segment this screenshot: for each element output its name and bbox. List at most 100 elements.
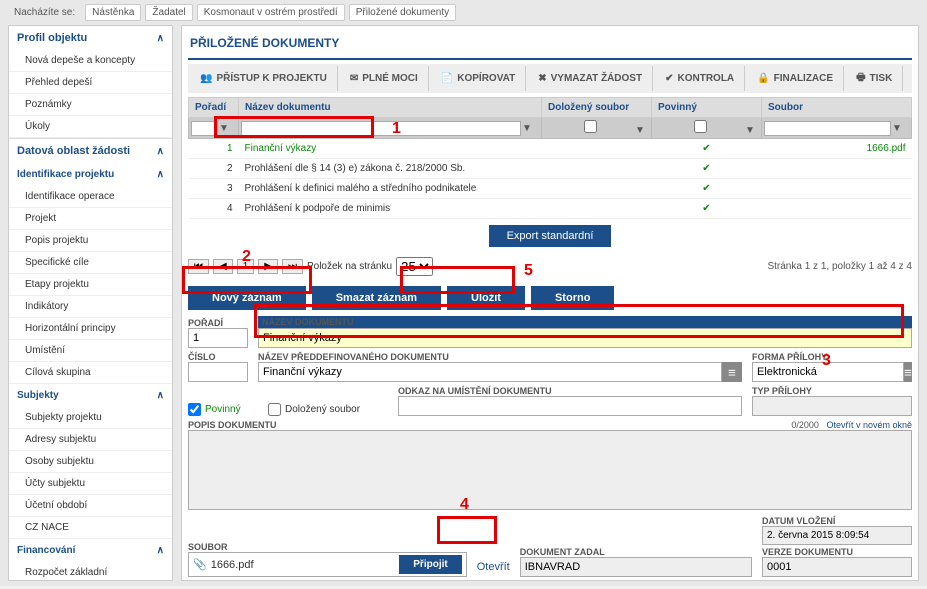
file-name: 1666.pdf [211,559,396,571]
label-odkaz: ODKAZ NA UMÍSTĚNÍ DOKUMENTU [398,386,742,396]
sidebar-item[interactable]: Poznámky [9,94,172,116]
col-poradi[interactable]: Pořadí [189,98,239,118]
sidebar-item[interactable]: Identifikace operace [9,186,172,208]
new-button[interactable]: Nový záznam [188,286,306,310]
table-row[interactable]: 1Finanční výkazy✔1666.pdf [189,139,912,159]
sidebar-item[interactable]: Nová depeše a koncepty [9,50,172,72]
toolbar-delete[interactable]: ✖VYMAZAT ŽÁDOST [528,66,653,91]
sidebar-item[interactable]: Projekt [9,208,172,230]
funnel-icon[interactable]: ▼ [521,123,533,134]
print-icon: 🖶 [856,70,865,87]
sidebar-item[interactable]: Popis projektu [9,230,172,252]
toolbar-print[interactable]: 🖶TISK [846,66,903,91]
lookup-predef-button[interactable]: ≡ [722,362,742,382]
pager-last[interactable]: ⏭ [282,259,303,274]
cancel-button[interactable]: Storno [531,286,614,310]
sidebar-header-subjekty[interactable]: Subjekty∧ [9,384,172,407]
sidebar-item[interactable]: Indikátory [9,296,172,318]
sidebar-item[interactable]: Etapy projektu [9,274,172,296]
checkbox-povinny[interactable] [188,403,201,416]
delete-button[interactable]: Smazat záznam [312,286,441,310]
sidebar-item[interactable]: Rozpočet základní [9,562,172,581]
funnel-icon[interactable]: ▼ [634,125,646,136]
open-file-link[interactable]: Otevřít [477,561,510,577]
lookup-forma-button[interactable]: ≡ [904,362,912,382]
filter-povinny[interactable] [657,120,744,133]
breadcrumb-item[interactable]: Přiložené dokumenty [349,4,456,21]
open-new-window-link[interactable]: Otevřít v novém okně [826,420,912,430]
filter-soubor[interactable] [764,121,891,136]
input-nazev[interactable] [258,328,912,348]
pager-page[interactable]: 1 [237,259,255,274]
people-icon: 👥 [200,73,212,84]
sidebar-item[interactable]: Adresy subjektu [9,429,172,451]
textarea-popis[interactable] [188,430,912,510]
input-cislo[interactable] [188,362,248,382]
sidebar-title: Profil objektu [17,32,87,44]
pager-next[interactable]: ▶ [258,259,278,274]
toolbar-copy[interactable]: 📄KOPÍROVAT [431,66,526,91]
sidebar-header-datova[interactable]: Datová oblast žádosti∧ [9,139,172,163]
col-dolozeny[interactable]: Doložený soubor [542,98,652,118]
sidebar-item[interactable]: Specifické cíle [9,252,172,274]
pager-label: Položek na stránku [307,261,392,272]
sidebar-item[interactable]: Horizontální principy [9,318,172,340]
funnel-icon[interactable]: ▼ [891,123,903,134]
pager-size[interactable]: 25 [396,257,433,276]
breadcrumb-item[interactable]: Žadatel [145,4,192,21]
pager-info: Stránka 1 z 1, položky 1 až 4 z 4 [767,261,912,272]
filter-dolozeny[interactable] [547,120,634,133]
col-povinny[interactable]: Povinný [652,98,762,118]
toolbar-plnemoci[interactable]: ✉PLNÉ MOCI [340,66,429,91]
funnel-icon[interactable]: ▼ [218,123,230,134]
sidebar-item[interactable]: Účty subjektu [9,473,172,495]
sidebar-item[interactable]: Přehled depeší [9,72,172,94]
pager-first[interactable]: ⏮ [188,259,209,274]
breadcrumb-item[interactable]: Kosmonaut v ostrém prostředí [197,4,345,21]
toolbar: 👥PŘÍSTUP K PROJEKTU ✉PLNÉ MOCI 📄KOPÍROVA… [188,64,912,93]
col-nazev[interactable]: Název dokumentu [239,98,542,118]
cell-name: Prohlášení k definici malého a středního… [239,179,542,199]
sidebar-item[interactable]: Subjekty projektu [9,407,172,429]
filter-nazev[interactable] [241,121,521,136]
sidebar-item[interactable]: Úkoly [9,116,172,138]
sidebar-item[interactable]: Cílová skupina [9,362,172,384]
sidebar-header-financovani[interactable]: Financování∧ [9,539,172,562]
sidebar-title: Subjekty [17,390,59,401]
cell-dol [542,199,652,219]
export-button[interactable]: Export standardní [489,225,612,247]
cell-dol [542,179,652,199]
cell-file [762,159,912,179]
chevron-up-icon: ∧ [157,33,164,44]
label-dolozeny: Doložený soubor [285,404,360,415]
table-row[interactable]: 2Prohlášení dle § 14 (3) e) zákona č. 21… [189,159,912,179]
filter-poradi[interactable] [191,121,218,136]
sidebar-title: Identifikace projektu [17,169,114,180]
sidebar-header-profil[interactable]: Profil objektu ∧ [9,26,172,50]
breadcrumb-item[interactable]: Nástěnka [85,4,141,21]
toolbar-check[interactable]: ✔KONTROLA [655,66,745,91]
content-panel: PŘILOŽENÉ DOKUMENTY 👥PŘÍSTUP K PROJEKTU … [181,25,919,581]
sidebar-item[interactable]: CZ NACE [9,517,172,539]
col-soubor[interactable]: Soubor [762,98,912,118]
cell-file [762,199,912,219]
input-poradi[interactable] [188,328,248,348]
pager-prev[interactable]: ◀ [213,259,233,274]
table-row[interactable]: 3Prohlášení k definici malého a středníh… [189,179,912,199]
input-forma[interactable] [752,362,904,382]
sidebar-item[interactable]: Umístění [9,340,172,362]
input-predef[interactable] [258,362,722,382]
check-icon: ✔ [665,73,673,84]
checkbox-dolozeny[interactable] [268,403,281,416]
table-row[interactable]: 4Prohlášení k podpoře de minimis✔ [189,199,912,219]
toolbar-access[interactable]: 👥PŘÍSTUP K PROJEKTU [190,66,338,91]
input-odkaz[interactable] [398,396,742,416]
attachment-icon: 📎 [193,558,207,571]
attach-button[interactable]: Připojit [399,555,461,574]
sidebar-item[interactable]: Účetní období [9,495,172,517]
sidebar-header-identifikace[interactable]: Identifikace projektu∧ [9,163,172,186]
funnel-icon[interactable]: ▼ [744,125,756,136]
sidebar-item[interactable]: Osoby subjektu [9,451,172,473]
toolbar-finalize[interactable]: 🔒FINALIZACE [747,66,844,91]
save-button[interactable]: Uložit [447,286,525,310]
